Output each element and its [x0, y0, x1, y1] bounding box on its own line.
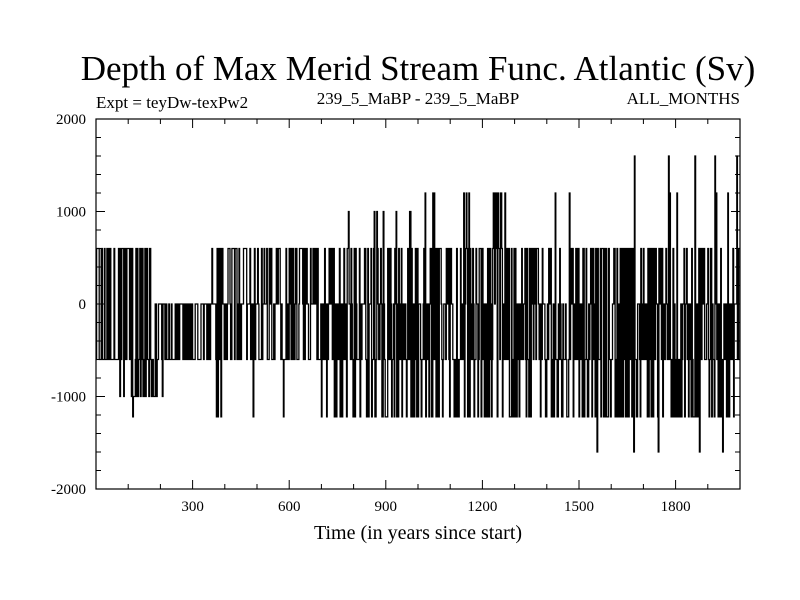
y-tick-label: -1000 [51, 390, 86, 406]
x-tick-label: 1500 [564, 499, 594, 515]
series-line-depth [95, 155, 740, 453]
subtitle-center: 239_5_MaBP - 239_5_MaBP [317, 89, 519, 108]
y-tick-label: -2000 [51, 482, 86, 498]
x-tick-label: 300 [181, 499, 204, 515]
x-tick-label: 1800 [661, 499, 691, 515]
x-tick-label: 900 [375, 499, 398, 515]
x-tick-label: 600 [278, 499, 301, 515]
subtitle-left: Expt = teyDw-texPw2 [96, 93, 248, 112]
subtitle-right: ALL_MONTHS [627, 89, 740, 108]
y-tick-label: 0 [79, 297, 87, 313]
y-tick-label: 2000 [56, 112, 86, 128]
ticks-layer: 300 600 900 1200 1500 1800 -2000 -1000 0 1000 2000 [51, 112, 741, 515]
y-tick-label: 1000 [56, 205, 86, 221]
x-tick-label: 1200 [467, 499, 497, 515]
x-axis-label: Time (in years since start) [314, 522, 522, 544]
chart-title: Depth of Max Merid Stream Func. Atlantic… [81, 49, 756, 88]
series-layer [95, 155, 740, 453]
